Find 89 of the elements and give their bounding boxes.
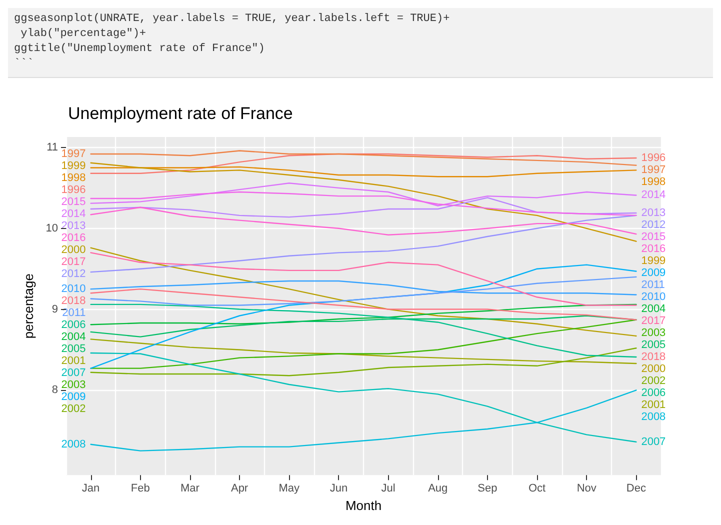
text: 1999	[641, 255, 666, 268]
text: 2016	[61, 232, 86, 244]
text: 2005	[641, 339, 666, 352]
text: 2012	[641, 219, 666, 232]
x-tick-label: Mar	[180, 482, 200, 495]
series-label: 2009	[641, 267, 666, 280]
y-tick-label: 8	[52, 384, 58, 396]
text: 2007	[61, 367, 86, 380]
line-series	[90, 214, 637, 273]
x-axis-title: Month	[345, 498, 382, 513]
text: 2018	[641, 351, 666, 364]
line-series	[90, 319, 637, 369]
text: ggseasonplot(UNRATE, year.labels = TRUE, year.labels.left = TRUE)+	[14, 12, 451, 27]
line-series	[90, 304, 637, 358]
series-label: 1997	[61, 148, 86, 160]
x-tick-label: Apr	[230, 482, 248, 495]
series-label: 2001	[61, 355, 86, 368]
series-label: 1996	[641, 152, 666, 164]
x-tick-label: Feb	[130, 482, 150, 495]
line-series	[90, 252, 637, 306]
line-series	[90, 166, 637, 178]
x-tick-label: Sep	[478, 482, 498, 495]
series-label: 2017	[61, 256, 86, 268]
chart-title: Unemployment rate of France	[68, 104, 293, 123]
series-label: 2003	[641, 327, 666, 340]
series-label: 2016	[641, 243, 666, 256]
series-label: 1998	[61, 172, 86, 184]
text: 2011	[62, 307, 86, 320]
series-label: 2005	[61, 343, 86, 356]
series-label: 2004	[641, 303, 666, 316]
text: 2010	[641, 291, 666, 304]
text: 2004	[61, 331, 86, 344]
line-series	[90, 191, 637, 216]
line-series	[90, 197, 637, 218]
text: 1998	[641, 176, 666, 188]
y-tick-label: 10	[46, 222, 58, 234]
y-tick-label: 11	[46, 142, 58, 154]
text: 2003	[61, 379, 86, 392]
text: ```	[14, 57, 35, 72]
line-series	[90, 352, 637, 443]
series-label: 2012	[61, 268, 86, 280]
text: 2001	[641, 399, 666, 412]
line-series	[90, 150, 637, 166]
series-label: 1999	[61, 160, 86, 172]
series-label: 2006	[61, 319, 86, 332]
line-series	[90, 390, 637, 452]
x-tick-label: Dec	[626, 482, 646, 495]
text: 2000	[641, 363, 666, 376]
text: 2014	[61, 208, 86, 220]
text: 2008	[641, 411, 666, 424]
line-series	[90, 276, 637, 306]
text: 1996	[61, 184, 86, 196]
x-tick-label: Oct	[528, 482, 546, 495]
series-label: 2013	[641, 207, 666, 220]
line-series	[90, 348, 637, 376]
series-label: 2007	[641, 436, 666, 448]
line-series	[90, 247, 637, 337]
x-tick-label: May	[278, 482, 300, 495]
x-tick-label: Aug	[428, 482, 448, 495]
series-label: 2000	[61, 244, 86, 256]
text: 2006	[641, 387, 666, 400]
text: ylab("percentage")+	[20, 27, 148, 42]
x-tick-label: Jun	[330, 482, 348, 495]
line-series	[90, 338, 637, 364]
series-label: 2011	[641, 279, 665, 292]
text: 2015	[641, 231, 666, 244]
line-series	[90, 304, 637, 326]
series-label: 2014	[641, 189, 666, 202]
line-series	[90, 280, 637, 296]
line-series	[90, 162, 637, 242]
series-label: 2008	[61, 438, 86, 450]
text: ggtitle("Unemployment rate of France")	[14, 42, 266, 57]
y-tick-label: 9	[52, 303, 58, 316]
line-series	[90, 206, 637, 236]
line-series	[90, 153, 637, 174]
line-series	[90, 288, 637, 320]
text: 2017	[641, 315, 666, 328]
x-tick-label: Jul	[381, 482, 396, 495]
text: 2002	[641, 375, 666, 388]
y-axis-title: percentage	[20, 274, 36, 339]
series-label: 2010	[61, 283, 86, 296]
line-series	[90, 182, 637, 206]
x-tick-label: Nov	[576, 482, 597, 495]
text: 2002	[61, 403, 86, 416]
text: 1997	[641, 164, 666, 176]
series-label: 2015	[61, 196, 86, 208]
series-label: 2018	[61, 295, 86, 308]
x-tick-label: Jan	[82, 482, 100, 495]
text: 2009	[61, 391, 86, 404]
